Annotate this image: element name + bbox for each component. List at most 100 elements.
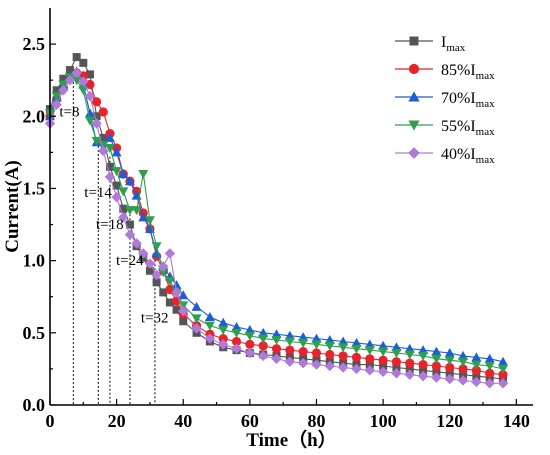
series-4-point-18	[164, 248, 176, 259]
x-axis-title: Time（h）	[246, 428, 336, 451]
series-4-point-44	[497, 378, 509, 389]
series-1-point-34	[365, 354, 375, 364]
series-3-point-23	[218, 325, 229, 335]
series-3-point-32	[338, 343, 349, 353]
series-4-point-41	[457, 375, 469, 386]
y-tick-label-4: 2.0	[23, 106, 46, 126]
legend: Imax 85%Imax 70%Imax 55%Imax 40%Imax	[395, 34, 495, 166]
series-0-point-3	[65, 66, 74, 75]
series-3-point-25	[244, 331, 255, 341]
series-3-point-44	[498, 364, 509, 374]
series-3-point-6	[84, 116, 95, 126]
series-1-point-8	[98, 107, 108, 117]
series-2-point-38	[418, 345, 429, 355]
series-2-point-26	[258, 327, 269, 337]
legend-marker-2	[408, 91, 420, 102]
x-tick-label-7: 140	[503, 411, 530, 431]
series-3-point-18	[164, 276, 175, 286]
series-0-point-38	[419, 366, 428, 375]
series-0-point-40	[445, 369, 454, 378]
x-tick-label-3: 60	[241, 411, 259, 431]
series-3-point-14	[138, 170, 149, 180]
series-0-point-16	[152, 278, 161, 287]
series-1-point-37	[405, 358, 415, 368]
series-2-point-9	[104, 132, 115, 142]
series-4-point-23	[218, 339, 229, 350]
series-1-point-23	[218, 333, 228, 344]
series-0-point-1	[52, 86, 61, 95]
series-2-point-29	[298, 332, 309, 342]
series-0-point-2	[59, 74, 68, 83]
legend-marker-3	[408, 120, 420, 131]
series-4-point-31	[324, 360, 336, 372]
series-4-point-30	[311, 359, 322, 370]
series-3-point-15	[144, 216, 155, 226]
series-3-point-2	[58, 80, 69, 90]
legend-marker-1	[408, 63, 420, 75]
series-3-point-12	[124, 206, 135, 216]
series-3-point-11	[118, 187, 129, 197]
annotation-label-2: t=18	[96, 217, 124, 233]
series-3-point-42	[471, 360, 482, 370]
series-3-point-1	[51, 92, 62, 102]
series-0-point-35	[379, 362, 388, 371]
series-1-point-33	[351, 352, 362, 362]
series-4-point-4	[71, 67, 82, 79]
series-2-point-35	[378, 340, 389, 350]
series-4-point-1	[51, 99, 62, 110]
series-0-point-9	[105, 162, 114, 171]
series-4-point-20	[178, 305, 189, 317]
series-1-point-25	[245, 339, 255, 349]
axes: Time（h） Current(A) 0 20 40 60 80 100 120 140 0.0…	[2, 8, 533, 451]
series-3-point-38	[418, 351, 429, 361]
series-4-point-34	[364, 365, 375, 376]
series-1-point-42	[471, 365, 481, 375]
series-3-point-40	[444, 356, 455, 366]
y-axis-title: Current(A)	[2, 160, 23, 253]
series-1-point-38	[418, 359, 428, 370]
series-0-point-10	[112, 181, 121, 190]
series-0-point-20	[179, 317, 188, 326]
series-4-point-10	[111, 191, 122, 203]
series-4-point-35	[377, 366, 389, 377]
series-4-point-25	[244, 347, 256, 359]
series-2-point-36	[391, 342, 402, 352]
series-3-point-21	[191, 314, 202, 324]
y-tick-label-1: 0.5	[23, 323, 46, 343]
series-0-point-17	[159, 288, 168, 297]
series-3-point-33	[351, 344, 362, 354]
series-1-point-24	[231, 336, 242, 347]
series-2-point-6	[84, 108, 95, 118]
series-3-point-5	[78, 86, 89, 96]
y-tick-label-5: 2.5	[23, 34, 46, 54]
series-2-point-22	[204, 311, 215, 321]
series-0-point-15	[145, 266, 154, 275]
series-4-point-19	[171, 287, 182, 298]
series-0-point-42	[472, 372, 481, 381]
series-3-point-26	[258, 334, 269, 344]
series-4-point-36	[391, 368, 402, 379]
x-tick-label-5: 100	[370, 411, 397, 431]
series-1-point-30	[311, 348, 322, 358]
series-4-point-27	[271, 353, 282, 365]
series-4-point-24	[231, 343, 242, 354]
x-tick-label-4: 80	[307, 411, 325, 431]
plot-area: t=8 t=14 t=18 t=24 t=32	[44, 53, 509, 405]
legend-label-3: 55%Imax	[441, 118, 495, 138]
series-4-point-39	[431, 372, 442, 383]
annotation-label-0: t=8	[59, 104, 79, 120]
series-1-point-41	[458, 364, 468, 374]
series-2-point-19	[171, 280, 182, 290]
series-3-point-10	[111, 167, 122, 177]
series-1-point-40	[445, 362, 455, 373]
x-tick-label-2: 40	[174, 411, 192, 431]
x-tick-label-1: 20	[108, 411, 126, 431]
legend-marker-0	[409, 36, 419, 46]
series-4-point-11	[118, 212, 129, 223]
legend-label-4: 40%Imax	[441, 146, 495, 166]
series-3-point-7	[91, 136, 102, 146]
series-0-point-39	[432, 367, 441, 376]
series-0-point-7	[92, 112, 101, 121]
series-2-point-30	[311, 333, 322, 343]
